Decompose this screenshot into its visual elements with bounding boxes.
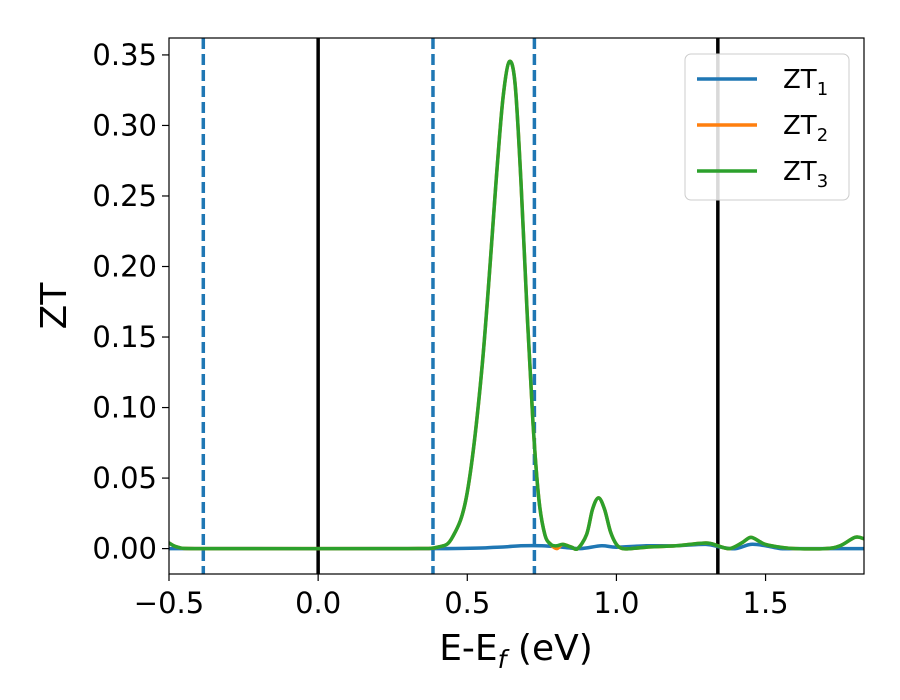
x-tick-label: −0.5 [134, 586, 204, 620]
legend-label-zt3: ZT3 [783, 157, 828, 192]
x-axis: −0.5 0.0 0.5 1.0 1.5 [134, 574, 789, 620]
legend-label-zt2: ZT2 [783, 111, 828, 146]
y-tick-label: 0.35 [92, 38, 157, 72]
legend: ZT1 ZT2 ZT3 [684, 53, 850, 201]
y-axis-title: ZT [34, 282, 75, 330]
plot-frame [168, 37, 865, 575]
x-tick-label: 1.5 [743, 586, 789, 620]
reference-lines [201, 38, 720, 574]
x-tick-label: 0.5 [444, 586, 490, 620]
y-tick-label: 0.30 [92, 108, 157, 142]
y-tick-label: 0.10 [92, 391, 157, 425]
y-tick-label: 0.00 [92, 532, 157, 566]
y-tick-label: 0.05 [92, 461, 157, 495]
legend-label-zt1: ZT1 [783, 65, 828, 100]
series-layer [169, 59, 864, 552]
x-tick-label: 0.0 [295, 586, 341, 620]
y-tick-label: 0.25 [92, 179, 157, 213]
x-axis-title: E-Ef (eV) [439, 628, 593, 674]
x-tick-label: 1.0 [593, 586, 639, 620]
y-tick-label: 0.15 [92, 320, 157, 354]
y-tick-label: 0.20 [92, 250, 157, 284]
y-axis: 0.00 0.05 0.10 0.15 0.20 0.25 0.30 0.35 [92, 38, 169, 566]
legend-box [684, 53, 850, 201]
series-line-zt3 [169, 59, 864, 552]
